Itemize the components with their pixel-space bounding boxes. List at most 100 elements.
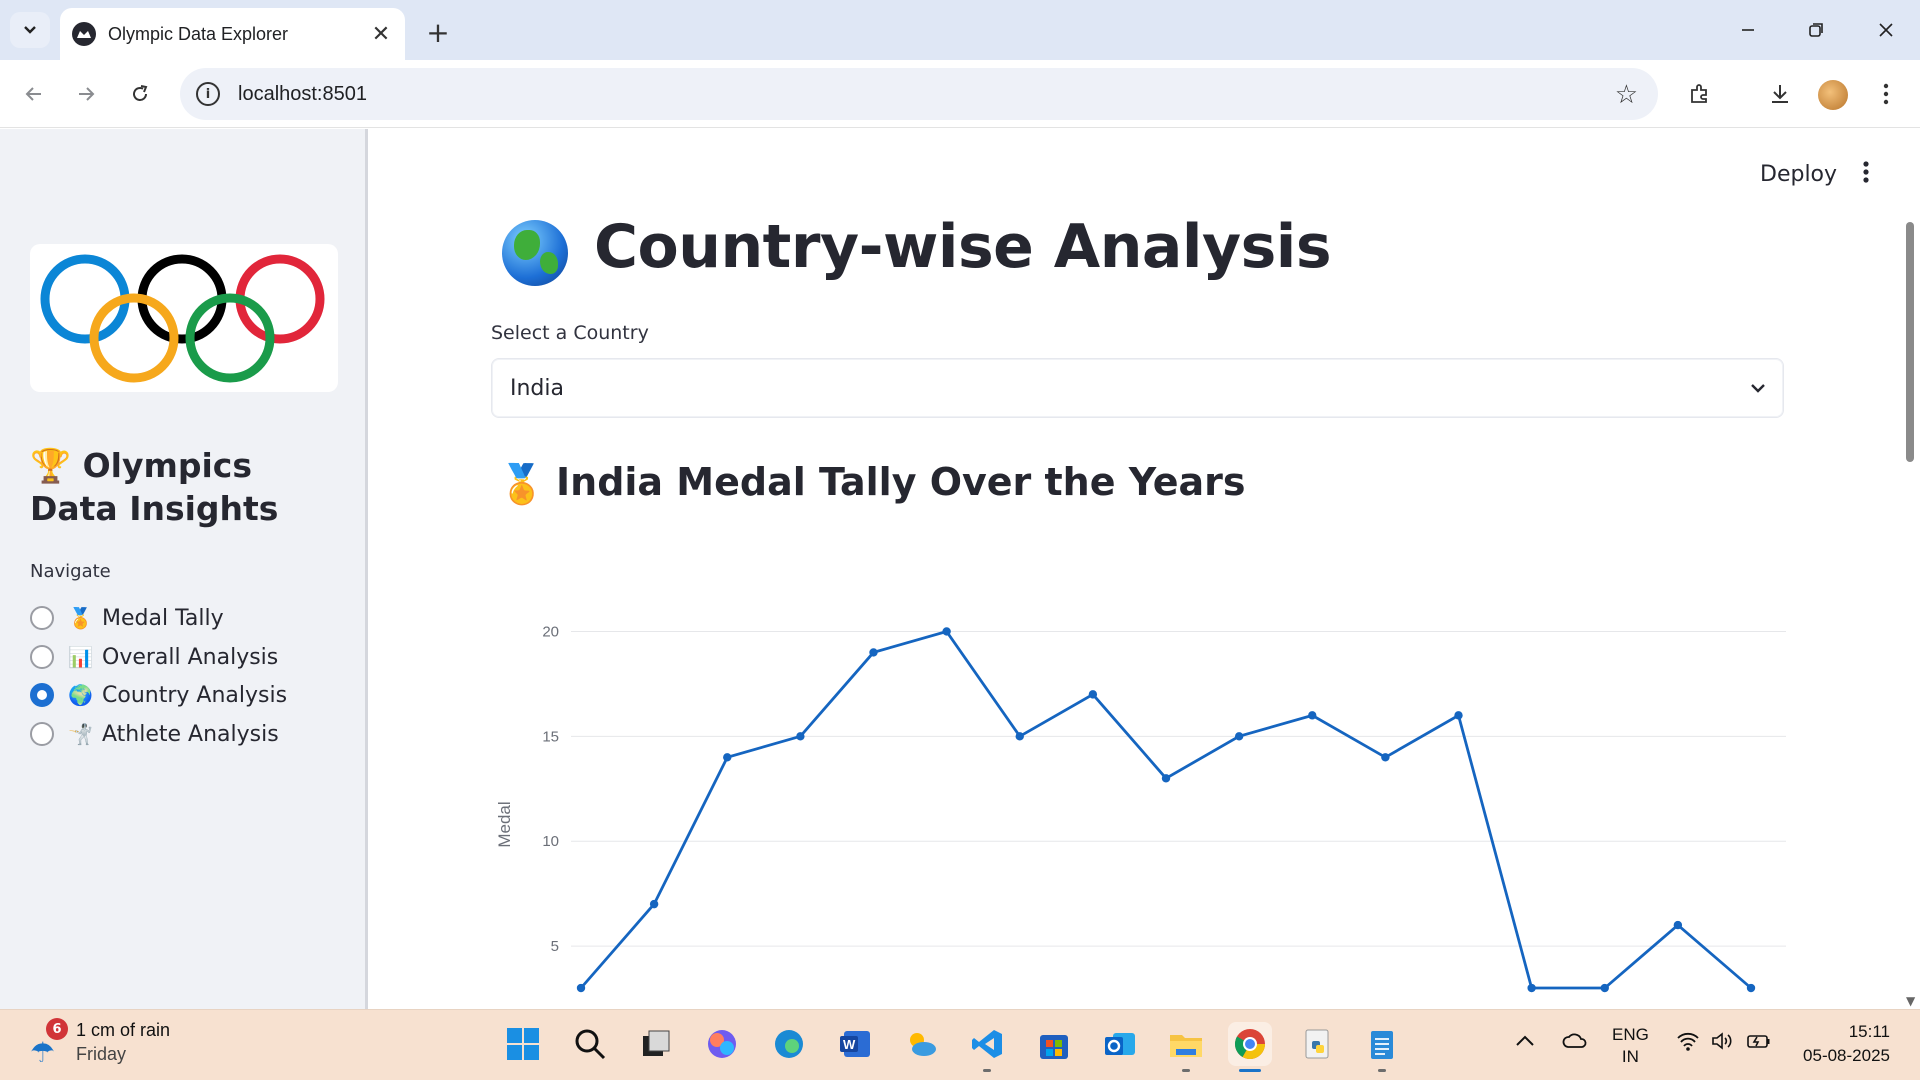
network-tray[interactable] xyxy=(1676,1030,1700,1057)
close-window-button[interactable] xyxy=(1856,10,1916,50)
data-point[interactable] xyxy=(942,627,951,636)
site-info-icon[interactable]: i xyxy=(196,82,220,106)
reload-icon xyxy=(133,85,148,101)
radio-button-checked[interactable] xyxy=(30,683,54,707)
restore-button[interactable] xyxy=(1786,10,1846,50)
browser-tab[interactable]: Olympic Data Explorer ✕ xyxy=(60,8,405,60)
reload-button[interactable] xyxy=(120,74,160,114)
radio-button[interactable] xyxy=(30,606,54,630)
app-menu-button[interactable] xyxy=(1862,160,1870,190)
data-point[interactable] xyxy=(1527,983,1536,993)
language-code: ENG xyxy=(1612,1025,1649,1044)
data-point[interactable] xyxy=(649,899,659,909)
data-point[interactable] xyxy=(1308,711,1317,720)
onedrive-tray[interactable] xyxy=(1562,1032,1588,1055)
show-hidden-icons[interactable] xyxy=(1514,1032,1536,1055)
medal-icon: 🏅 xyxy=(498,462,546,506)
input-language[interactable]: ENG IN xyxy=(1612,1024,1649,1068)
radio-button[interactable] xyxy=(30,722,54,746)
radio-athlete-analysis[interactable]: 🤺 Athlete Analysis xyxy=(30,719,279,749)
extensions-button[interactable] xyxy=(1680,74,1720,114)
medal-tally-line-chart: 5 10 15 20 Medal xyxy=(495,623,1786,993)
radio-button[interactable] xyxy=(30,645,54,669)
arrow-right-icon xyxy=(79,87,95,101)
weather-app[interactable] xyxy=(899,1022,943,1066)
store-icon xyxy=(1040,1035,1068,1059)
word-icon: W xyxy=(840,1031,870,1057)
sidebar-title: 🏆 Olympics Data Insights xyxy=(30,444,350,530)
tab-search-button[interactable] xyxy=(10,12,50,48)
python-app[interactable] xyxy=(1295,1022,1339,1066)
minimize-button[interactable] xyxy=(1718,10,1778,50)
scroll-down-arrow[interactable]: ▼ xyxy=(1906,994,1916,1008)
downloads-button[interactable] xyxy=(1760,74,1800,114)
store-app[interactable] xyxy=(1032,1022,1076,1066)
deploy-button[interactable]: Deploy xyxy=(1760,162,1838,187)
url-text: localhost:8501 xyxy=(238,82,367,105)
globe-icon xyxy=(502,220,568,286)
page-scrollbar[interactable] xyxy=(1906,222,1914,462)
word-app[interactable]: W xyxy=(833,1022,877,1066)
battery-tray[interactable] xyxy=(1746,1031,1772,1056)
chevron-down-icon[interactable] xyxy=(1733,379,1783,397)
start-button[interactable] xyxy=(501,1022,545,1066)
task-view[interactable] xyxy=(634,1022,678,1066)
close-tab-icon[interactable]: ✕ xyxy=(371,21,391,47)
windows-taskbar xyxy=(0,1009,1920,1080)
notepad-app[interactable] xyxy=(1360,1022,1404,1072)
data-point[interactable] xyxy=(1234,732,1244,741)
data-point[interactable] xyxy=(1088,690,1098,699)
file-explorer-app[interactable] xyxy=(1164,1022,1208,1072)
browser-toolbar: i localhost:8501 ☆ xyxy=(0,60,1920,128)
notepad-icon xyxy=(1371,1031,1393,1059)
data-point[interactable] xyxy=(1746,983,1756,993)
edge-app[interactable] xyxy=(767,1022,811,1066)
data-point[interactable] xyxy=(869,648,878,657)
forward-button[interactable] xyxy=(66,74,106,114)
data-point[interactable] xyxy=(1454,711,1463,720)
data-point[interactable] xyxy=(576,983,586,993)
copilot-icon xyxy=(708,1030,736,1058)
series-line xyxy=(579,629,1752,990)
radio-overall-analysis[interactable]: 📊 Overall Analysis xyxy=(30,642,278,672)
data-point[interactable] xyxy=(723,753,732,762)
chrome-app[interactable] xyxy=(1228,1022,1272,1072)
radio-medal-tally[interactable]: 🏅 Medal Tally xyxy=(30,603,224,633)
data-point[interactable] xyxy=(1381,753,1390,762)
data-point[interactable] xyxy=(1161,774,1171,783)
edge-icon xyxy=(775,1030,803,1058)
new-tab-button[interactable]: + xyxy=(426,15,450,49)
bookmark-star-icon[interactable]: ☆ xyxy=(1614,80,1638,110)
bar-chart-icon: 📊 xyxy=(68,645,93,669)
profile-avatar[interactable] xyxy=(1818,80,1848,110)
weather-widget[interactable]: ☂ 6 1 cm of rain Friday xyxy=(26,1016,226,1072)
streamlit-favicon-icon xyxy=(72,22,96,46)
close-icon xyxy=(1879,23,1893,37)
data-point[interactable] xyxy=(1015,732,1024,741)
section-subheader: India Medal Tally Over the Years xyxy=(556,460,1246,504)
address-bar[interactable]: i localhost:8501 ☆ xyxy=(180,68,1658,120)
volume-tray[interactable] xyxy=(1710,1030,1734,1057)
medal-icon: 🏅 xyxy=(68,606,93,630)
cloud-icon xyxy=(1562,1033,1587,1048)
outlook-app[interactable] xyxy=(1098,1022,1142,1066)
back-button[interactable] xyxy=(14,74,54,114)
umbrella-icon: ☂ xyxy=(30,1036,56,1069)
taskbar-search[interactable] xyxy=(568,1022,612,1066)
data-point[interactable] xyxy=(1673,920,1683,930)
country-select[interactable]: India xyxy=(491,358,1784,418)
system-clock[interactable]: 15:11 05-08-2025 xyxy=(1790,1020,1890,1068)
radio-country-analysis[interactable]: 🌍 Country Analysis xyxy=(30,680,287,710)
task-view-icon xyxy=(643,1030,670,1056)
data-point[interactable] xyxy=(1600,983,1609,993)
y-tick-label: 5 xyxy=(551,938,559,955)
clock-time: 15:11 xyxy=(1848,1022,1890,1041)
data-point[interactable] xyxy=(796,732,805,741)
wifi-icon xyxy=(1677,1032,1699,1051)
browser-menu-button[interactable] xyxy=(1866,74,1906,114)
radio-label: Medal Tally xyxy=(102,605,224,631)
olympic-rings-icon xyxy=(40,254,325,383)
copilot-app[interactable] xyxy=(700,1022,744,1066)
vscode-app[interactable] xyxy=(965,1022,1009,1072)
kebab-menu-icon xyxy=(1863,161,1869,183)
